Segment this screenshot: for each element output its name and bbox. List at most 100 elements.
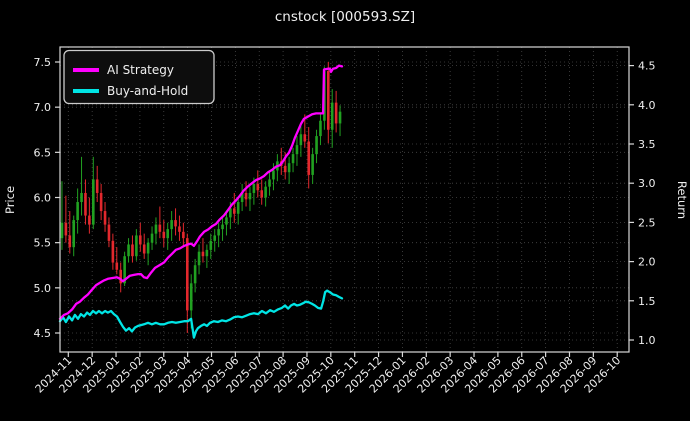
candle-body — [260, 190, 264, 198]
price-candles-layer — [60, 62, 342, 333]
axis-ticks-layer — [55, 61, 634, 357]
candle-body — [88, 215, 91, 225]
candle-body — [127, 244, 130, 257]
candle-body — [201, 251, 205, 257]
price-tick-label: 6.0 — [34, 192, 52, 205]
candle-body — [131, 244, 134, 257]
candle-body — [283, 165, 287, 173]
return-axis-label: Return — [675, 181, 689, 219]
candle-body — [311, 154, 314, 175]
candle-body — [330, 102, 334, 130]
candle-body — [91, 179, 95, 225]
candle-body — [268, 179, 271, 187]
candle-body — [146, 242, 150, 254]
chart-title: cnstock [000593.SZ] — [275, 9, 415, 25]
candle-body — [154, 224, 158, 234]
candle-body — [64, 222, 68, 236]
candle-body — [338, 111, 342, 124]
candle-body — [217, 229, 220, 236]
candle-body — [244, 192, 248, 200]
ai-strategy-line — [58, 64, 344, 320]
candle-body — [174, 220, 177, 227]
candle-body — [162, 231, 166, 239]
legend-label-buy-and-hold: Buy-and-Hold — [107, 84, 188, 98]
return-tick-label: 1.0 — [638, 334, 656, 347]
candle-body — [221, 224, 224, 230]
price-axis-label: Price — [3, 186, 17, 214]
candle-body — [213, 235, 217, 241]
candle-body — [182, 231, 185, 239]
candle-body — [264, 186, 267, 198]
candle-body — [229, 208, 232, 218]
plot-border — [59, 46, 630, 353]
candle-body — [299, 134, 303, 146]
candle-body — [307, 141, 311, 175]
candle-body — [303, 134, 307, 142]
candle-body — [240, 192, 244, 203]
price-tick-label: 6.5 — [34, 146, 52, 159]
candle-body — [95, 179, 99, 193]
candle-body — [138, 235, 142, 245]
candle-body — [119, 269, 123, 284]
price-tick-label: 7.0 — [34, 101, 52, 114]
candle-body — [170, 220, 173, 230]
candle-body — [111, 240, 115, 263]
return-tick-label: 1.5 — [638, 295, 656, 308]
candle-body — [115, 262, 119, 270]
candle-body — [256, 183, 260, 191]
price-tick-label: 7.5 — [34, 56, 52, 69]
candle-body — [123, 256, 126, 284]
candle-body — [236, 202, 240, 214]
candle-body — [232, 208, 236, 214]
candle-body — [287, 163, 291, 173]
gridlines-layer — [60, 47, 629, 352]
candle-body — [142, 244, 146, 254]
candle-body — [135, 235, 138, 257]
candle-body — [178, 226, 181, 232]
candle-body — [252, 183, 256, 193]
candle-body — [76, 202, 79, 221]
candle-body — [225, 217, 228, 225]
candle-body — [291, 154, 295, 164]
candle-body — [334, 102, 338, 124]
candle-body — [319, 120, 322, 137]
legend: AI Strategy Buy-and-Hold — [63, 49, 215, 105]
strategy-lines-layer — [58, 64, 344, 339]
candle-body — [158, 224, 162, 232]
return-tick-label: 2.0 — [638, 256, 656, 269]
candle-body — [189, 283, 193, 311]
return-tick-label: 4.0 — [638, 99, 656, 112]
candle-body — [68, 235, 72, 248]
return-tick-label: 3.0 — [638, 177, 656, 190]
candle-body — [84, 192, 87, 216]
price-tick-label: 5.5 — [34, 237, 52, 250]
candle-body — [80, 192, 83, 203]
candle-body — [185, 238, 189, 311]
return-tick-label: 2.5 — [638, 216, 656, 229]
candle-body — [99, 192, 103, 212]
candle-body — [295, 145, 299, 155]
candle-body — [205, 249, 209, 257]
candle-body — [272, 170, 275, 180]
candle-body — [150, 233, 154, 243]
return-tick-label: 4.5 — [638, 60, 656, 73]
price-tick-label: 5.0 — [34, 282, 52, 295]
candle-body — [60, 222, 64, 239]
candle-body — [326, 71, 330, 130]
candle-body — [107, 224, 111, 241]
candle-body — [248, 192, 252, 200]
candle-body — [103, 211, 107, 225]
axes-spines-layer — [59, 46, 630, 353]
return-tick-label: 3.5 — [638, 138, 656, 151]
candle-body — [209, 240, 213, 250]
buy-and-hold-line — [58, 289, 344, 339]
candle-body — [166, 229, 170, 239]
candle-body — [315, 136, 318, 155]
legend-box — [63, 49, 215, 105]
candle-body — [193, 265, 197, 284]
price-tick-label: 4.5 — [34, 327, 52, 340]
legend-label-ai-strategy: AI Strategy — [107, 63, 174, 77]
candle-body — [72, 220, 76, 248]
